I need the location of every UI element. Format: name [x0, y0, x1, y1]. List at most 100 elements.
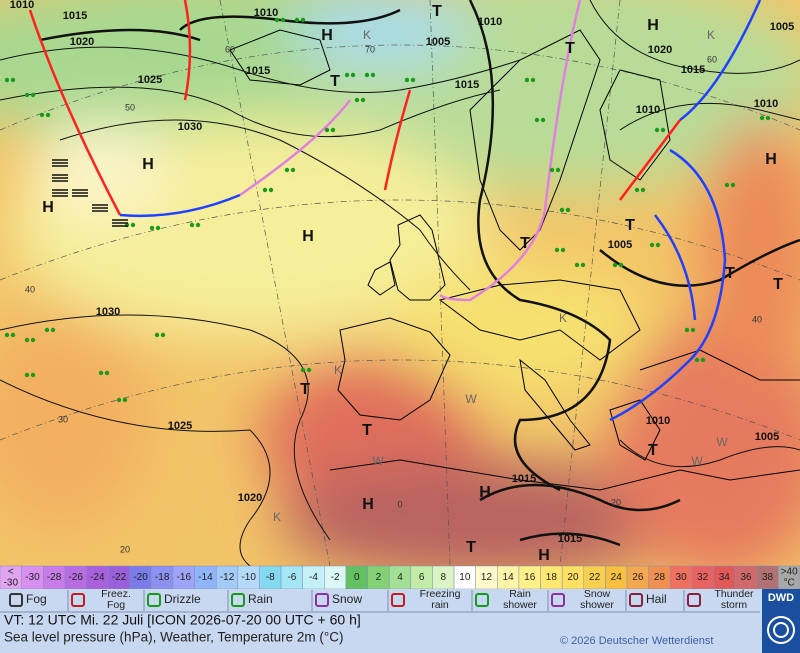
air-mass-label: W	[716, 435, 728, 449]
rain-dot	[290, 167, 296, 173]
rain-dot	[160, 332, 166, 338]
legend-label: shower	[503, 599, 537, 611]
weather-legend: Fog Freez.Fog Drizzle Rain Snow FreezingrainR…	[9, 588, 754, 611]
isobar-label: 1010	[254, 7, 278, 19]
pressure-center: H	[765, 151, 777, 168]
isobar-label: 1015	[246, 65, 270, 77]
rain-dot	[98, 370, 104, 376]
rain-dot	[155, 225, 161, 231]
isotherm-label: 20	[611, 497, 621, 507]
isobar-label: 1015	[558, 533, 582, 545]
rain-dot	[4, 77, 10, 83]
rain-dot	[724, 182, 730, 188]
isotherm-label: 40	[25, 284, 35, 294]
air-mass-label: W	[691, 454, 703, 468]
legend-icon	[475, 593, 489, 607]
scale-label: 32	[697, 572, 709, 583]
map: 1010 1015 1020 1025 1030 1010 1015 1005 1010 1015…	[0, 0, 800, 566]
legend-label: storm	[721, 599, 748, 611]
color-scale: <-30 -30 -28 -26 -24 -22 -20 -18 -16 -14 -12 -10 -8-…	[0, 565, 800, 590]
isobar-label: 1025	[138, 74, 162, 86]
logo-text: DWD	[768, 592, 794, 604]
legend-label: shower	[580, 599, 614, 611]
rain-dot	[268, 187, 274, 193]
scale-label: 30	[676, 572, 688, 583]
rain-dot	[44, 327, 50, 333]
rain-dot	[154, 332, 160, 338]
rain-dot	[280, 17, 286, 23]
rain-dot	[559, 207, 565, 213]
isotherm-label: 60	[707, 54, 717, 64]
rain-dot	[549, 167, 555, 173]
rain-dot	[612, 262, 618, 268]
rain-dot	[694, 357, 700, 363]
rain-dot	[690, 327, 696, 333]
pressure-center: H	[647, 17, 659, 34]
scale-label: 26	[632, 572, 644, 583]
rain-dot	[189, 222, 195, 228]
isobar-label: 1015	[455, 79, 479, 91]
rain-dot	[730, 182, 736, 188]
legend-label: Snow	[584, 588, 611, 600]
pressure-center: T	[725, 265, 735, 282]
isotherm-label: 0	[397, 499, 402, 509]
isotherm-label: 60	[225, 44, 235, 54]
rain-dot	[404, 77, 410, 83]
scale-label: 36	[740, 572, 752, 583]
rain-dot	[364, 72, 370, 78]
scale-label: 2	[376, 572, 382, 583]
isobar-label: 1005	[755, 431, 779, 443]
isobar-label: 1015	[512, 473, 536, 485]
pressure-center: T	[330, 73, 340, 90]
rain-dot	[104, 370, 110, 376]
valid-time: VT: 12 UTC Mi. 22 Juli [ICON 2026-07-20 …	[4, 612, 361, 628]
graticule	[0, 0, 800, 566]
isobar-label: 1010	[10, 0, 34, 11]
legend-icon	[147, 593, 161, 607]
rain-dot	[284, 167, 290, 173]
rain-dot	[654, 127, 660, 133]
scale-label: -14	[198, 572, 213, 583]
pressure-center: H	[42, 199, 54, 216]
air-mass-label: K	[273, 510, 281, 524]
rain-dot	[4, 332, 10, 338]
scale-label: 20	[567, 572, 579, 583]
scale-label: 6	[419, 572, 425, 583]
pressure-center: T	[466, 539, 476, 556]
legend-icon	[551, 593, 565, 607]
rain-dot	[759, 115, 765, 121]
scale-label: 14	[503, 572, 515, 583]
pressure-center: T	[362, 422, 372, 439]
rain-dot	[540, 117, 546, 123]
rain-dot	[640, 187, 646, 193]
scale-label: -24	[90, 572, 105, 583]
rain-dot	[524, 77, 530, 83]
rain-dot	[294, 17, 300, 23]
rain-dot	[300, 367, 306, 373]
isotherm-label: 20	[120, 544, 130, 554]
isobar-label: 1010	[478, 16, 502, 28]
scale-label: -30	[4, 578, 19, 589]
rain-dot	[195, 222, 201, 228]
legend-label: rain	[431, 599, 449, 611]
rain-dot	[354, 97, 360, 103]
rain-dot	[580, 262, 586, 268]
rain-dot	[660, 127, 666, 133]
isobar-label: 1015	[63, 10, 87, 22]
rain-dot	[30, 372, 36, 378]
rain-dot	[684, 327, 690, 333]
air-mass-label: W	[372, 454, 384, 468]
isobar-label: 1030	[178, 121, 202, 133]
logo-swirl	[767, 616, 795, 644]
rain-dot	[330, 127, 336, 133]
pressure-center: T	[648, 442, 658, 459]
rain-dot	[565, 207, 571, 213]
dwd-logo: DWD	[762, 589, 800, 653]
legend-icon	[71, 593, 85, 607]
scale-label: -10	[241, 572, 256, 583]
scale-label: 10	[459, 572, 471, 583]
scale-label: -22	[112, 572, 127, 583]
isobar-label: 1020	[238, 492, 262, 504]
